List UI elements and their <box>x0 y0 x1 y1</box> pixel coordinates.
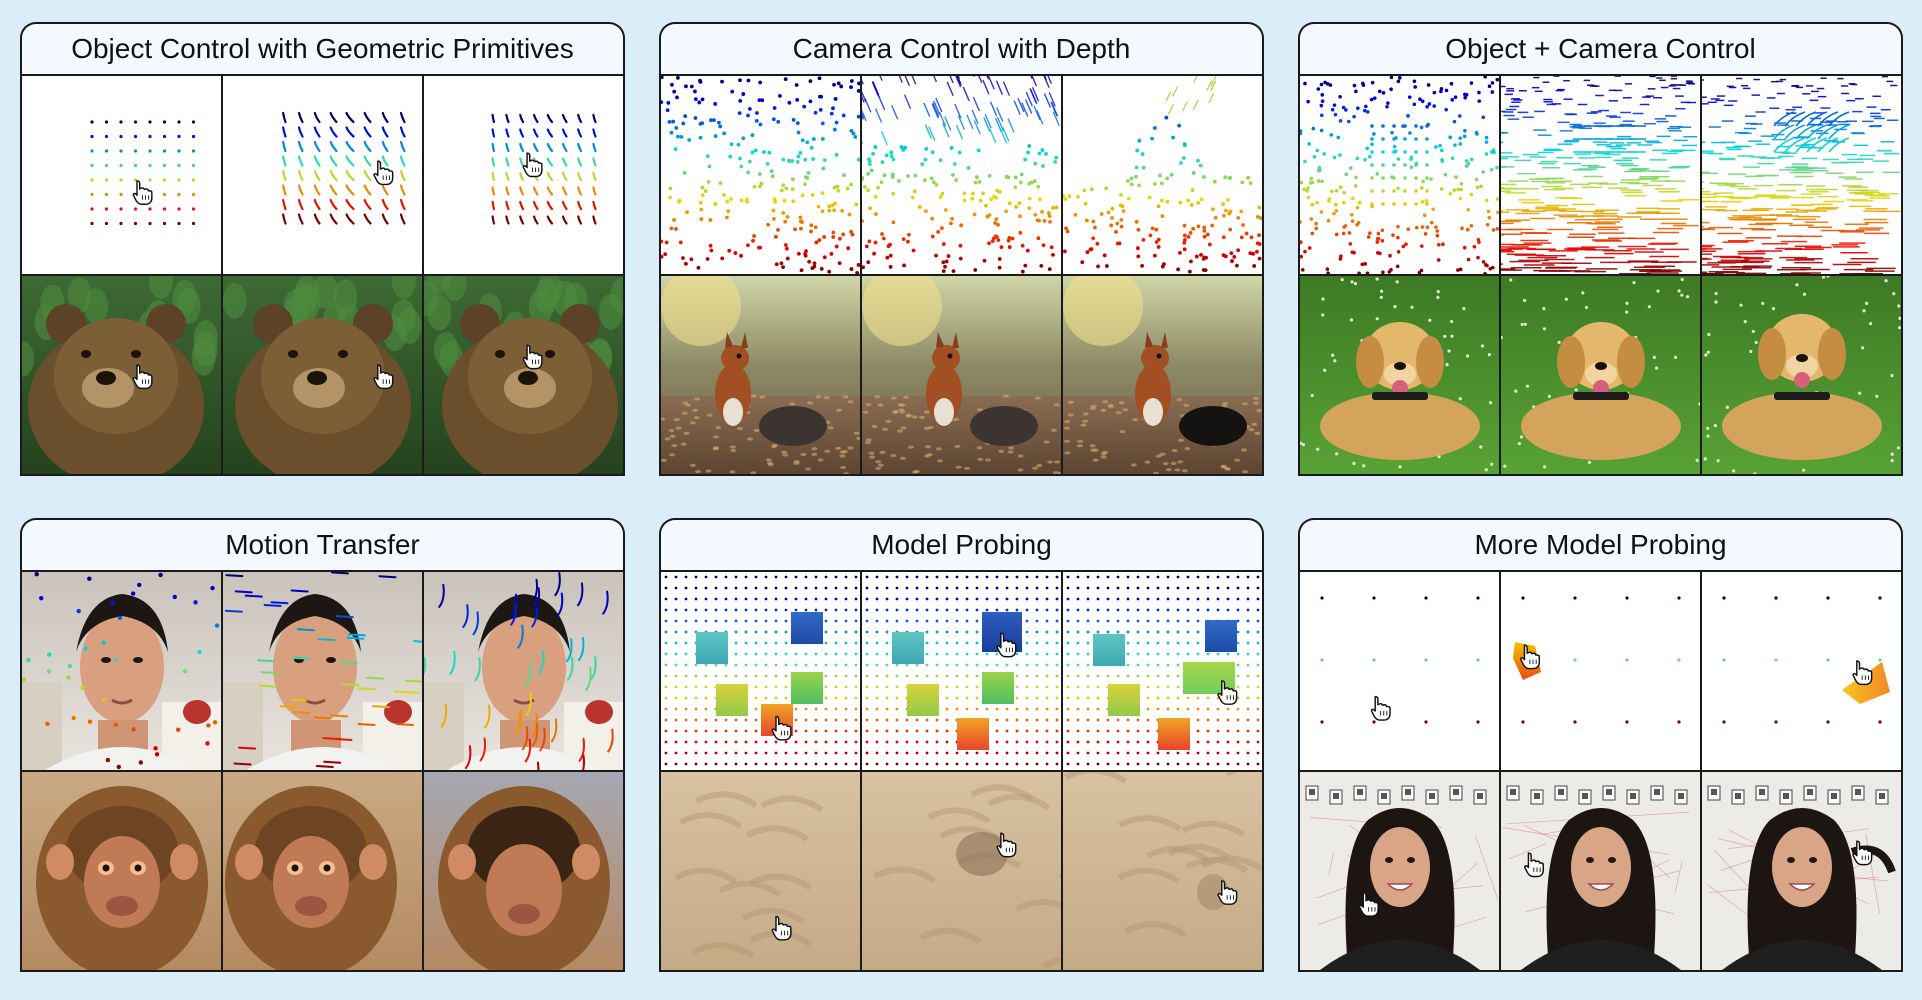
hand-cursor-icon <box>996 832 1017 858</box>
panel-title: Motion Transfer <box>225 529 420 560</box>
grid-drag-frame-1 <box>22 76 221 274</box>
sparse-blob-frame-2 <box>1501 572 1700 770</box>
dot-squares-frame-2 <box>862 572 1061 770</box>
sand-photo-frame-3 <box>1063 772 1262 970</box>
panel-title: Model Probing <box>871 529 1052 560</box>
panel-grid <box>659 570 1264 972</box>
squirrel-photo-frame-3 <box>1063 276 1262 474</box>
panel-grid <box>20 570 625 972</box>
hand-cursor-icon <box>771 715 792 741</box>
scatter-depth-frame-3 <box>1063 76 1262 274</box>
panel-tab: Camera Control with Depth <box>659 22 1264 74</box>
woman-photo-frame-1 <box>1300 772 1499 970</box>
hand-cursor-icon <box>1370 695 1391 721</box>
hand-cursor-icon <box>996 632 1017 658</box>
scatter-depth-frame-1 <box>661 76 860 274</box>
panel-tab: Motion Transfer <box>20 518 625 570</box>
sparse-blob-frame-1 <box>1300 572 1499 770</box>
hand-cursor-icon <box>1852 660 1873 686</box>
dog-photo-frame-2 <box>1501 276 1700 474</box>
hand-cursor-icon <box>132 180 153 205</box>
dot-squares-frame-1 <box>661 572 860 770</box>
hand-cursor-icon <box>522 344 543 370</box>
hand-cursor-icon <box>373 160 394 186</box>
woman-photo-frame-3 <box>1702 772 1901 970</box>
face-tracks-frame-1 <box>22 572 221 770</box>
panel-model-probing: Model Probing <box>659 518 1264 988</box>
panel-grid <box>1298 74 1903 476</box>
face-tracks-frame-2 <box>223 572 422 770</box>
hand-cursor-icon <box>1852 840 1873 866</box>
panel-title: Object Control with Geometric Primitives <box>71 33 574 64</box>
hand-cursor-icon <box>1217 680 1238 705</box>
squirrel-photo-frame-1 <box>661 276 860 474</box>
panel-motion-transfer: Motion Transfer <box>20 518 625 988</box>
hand-cursor-icon <box>771 915 792 941</box>
bear-photo-frame-3 <box>424 276 623 474</box>
scatter-flow-frame-2 <box>1501 76 1700 274</box>
dog-photo-frame-1 <box>1300 276 1499 474</box>
dog-photo-frame-3 <box>1702 276 1901 474</box>
hand-cursor-icon <box>1520 644 1541 670</box>
hand-cursor-icon <box>132 364 153 390</box>
sand-photo-frame-2 <box>862 772 1061 970</box>
panel-object-camera-control: Object + Camera Control <box>1298 22 1903 492</box>
sparse-blob-frame-3 <box>1702 572 1901 770</box>
hand-cursor-icon <box>522 152 543 178</box>
scatter-flow-frame-3 <box>1702 76 1901 274</box>
hand-cursor-icon <box>1358 891 1379 917</box>
panel-tab: Object Control with Geometric Primitives <box>20 22 625 74</box>
panel-more-model-probing: More Model Probing <box>1298 518 1903 988</box>
panel-grid <box>20 74 625 476</box>
hand-cursor-icon <box>1524 852 1545 878</box>
monkey-photo-frame-2 <box>223 772 422 970</box>
monkey-photo-frame-3 <box>424 772 623 970</box>
panel-title: More Model Probing <box>1474 529 1727 560</box>
monkey-photo-frame-1 <box>22 772 221 970</box>
panel-object-control: Object Control with Geometric Primitives <box>20 22 625 492</box>
panel-title: Camera Control with Depth <box>792 33 1131 64</box>
panel-tab: Model Probing <box>659 518 1264 570</box>
scatter-depth-frame-2 <box>862 76 1061 274</box>
hand-cursor-icon <box>1217 880 1238 905</box>
squirrel-photo-frame-2 <box>862 276 1061 474</box>
grid-drag-frame-3 <box>424 76 623 274</box>
hand-cursor-icon <box>373 364 394 390</box>
face-tracks-frame-3 <box>424 572 623 770</box>
panel-grid <box>1298 570 1903 972</box>
panel-tab: Object + Camera Control <box>1298 22 1903 74</box>
panel-camera-control: Camera Control with Depth <box>659 22 1264 492</box>
dot-squares-frame-3 <box>1063 572 1262 770</box>
scatter-flow-frame-1 <box>1300 76 1499 274</box>
panel-grid <box>659 74 1264 476</box>
panel-tab: More Model Probing <box>1298 518 1903 570</box>
bear-photo-frame-2 <box>223 276 422 474</box>
sand-photo-frame-1 <box>661 772 860 970</box>
grid-drag-frame-2 <box>223 76 422 274</box>
woman-photo-frame-2 <box>1501 772 1700 970</box>
bear-photo-frame-1 <box>22 276 221 474</box>
panel-title: Object + Camera Control <box>1445 33 1756 64</box>
